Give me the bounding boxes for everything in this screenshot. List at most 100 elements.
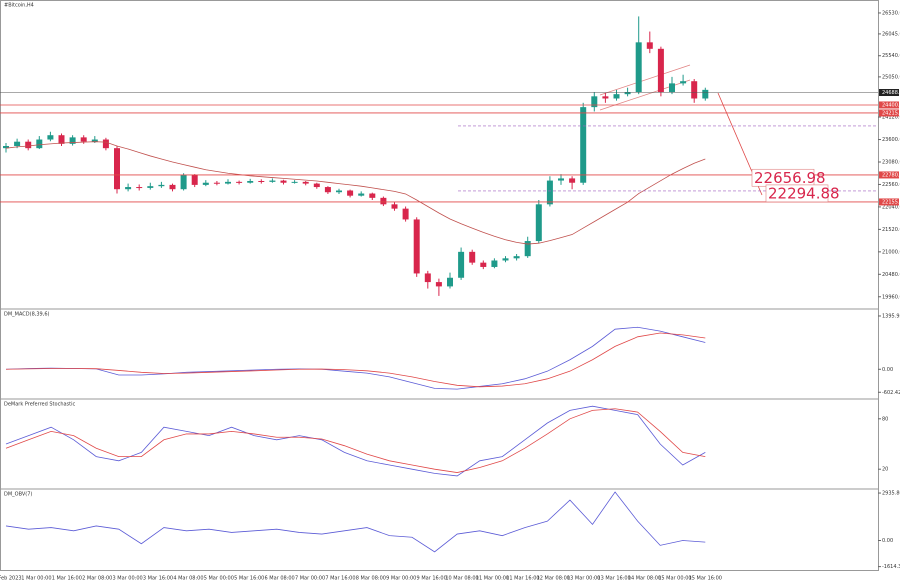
level-label: 24215.00	[882, 110, 900, 116]
indicator-line	[5, 491, 706, 553]
x-tick-label: 15 Mar 16:00	[689, 576, 722, 582]
candle-body	[669, 83, 675, 93]
panel-title: DeMark Preferred Stochastic	[4, 402, 76, 408]
y-tick-label: 20480.00	[882, 272, 900, 278]
level-tag	[879, 198, 899, 206]
candle-body	[491, 260, 498, 267]
candle-body	[36, 139, 43, 149]
x-tick-label: 10 Mar 08:00	[445, 576, 478, 582]
x-tick-label: 7 Mar 16:00	[325, 576, 355, 582]
candle-body	[125, 187, 132, 190]
candle-body	[413, 219, 420, 274]
candle-body	[336, 190, 342, 193]
candle-body	[247, 180, 254, 183]
x-tick-label: 11 Mar 16:00	[506, 576, 539, 582]
candle-body	[458, 251, 465, 278]
candle-body	[158, 184, 165, 187]
candle-body	[147, 186, 154, 188]
candle-body	[91, 139, 98, 142]
candle-body	[236, 181, 243, 183]
candle-body	[635, 42, 642, 93]
y-tick-label: 22040.00	[882, 204, 900, 210]
candle-body	[502, 258, 509, 261]
candle-body	[624, 92, 631, 95]
candle-body	[14, 141, 21, 147]
y-tick-label: 0.00	[882, 367, 893, 373]
current-price-label: 24688.53	[882, 90, 900, 96]
x-tick-label: 2 Mar 08:00	[82, 576, 112, 582]
indicator-line	[5, 408, 706, 473]
candle-body	[513, 256, 520, 259]
candle-body	[524, 241, 531, 257]
target-label: 22656.98	[754, 169, 826, 187]
candle-body	[702, 89, 709, 99]
chart-title: #Bitcoin,H4	[4, 3, 34, 9]
candle-body	[347, 190, 354, 196]
candle-body	[280, 180, 287, 183]
candle-body	[424, 273, 431, 283]
x-tick-label: 3 Mar 00:00	[113, 576, 143, 582]
level-tag	[879, 171, 899, 179]
candle-body	[269, 180, 276, 182]
x-tick-label: 9 Mar 16:00	[417, 576, 447, 582]
candle-body	[169, 184, 176, 190]
current-price-tag	[879, 89, 899, 97]
x-tick-label: 1 Mar 16:00	[52, 576, 82, 582]
candle-body	[380, 197, 387, 205]
x-tick-label: 12 Mar 08:00	[537, 576, 570, 582]
y-tick-label: -602.42	[882, 390, 900, 396]
candle-body	[47, 135, 54, 140]
candle-body	[58, 135, 65, 144]
x-tick-label: 11 Mar 00:00	[476, 576, 509, 582]
y-tick-label: 23080.00	[882, 159, 900, 165]
y-tick-label: 22560.00	[882, 182, 900, 188]
x-tick-label: 1 Mar 00:00	[21, 576, 51, 582]
x-tick-label: 3 Mar 16:00	[143, 576, 173, 582]
x-tick-label: 5 Mar 00:00	[204, 576, 234, 582]
candle-body	[402, 208, 409, 220]
y-tick-label: 21000.00	[882, 249, 900, 255]
level-tag	[879, 109, 899, 117]
y-tick-label: 25540.00	[882, 53, 900, 59]
x-tick-label: 4 Mar 08:00	[173, 576, 203, 582]
candle-body	[80, 137, 87, 142]
y-tick-label: 24120.00	[882, 115, 900, 121]
candle-body	[480, 262, 487, 267]
candle-body	[369, 193, 376, 198]
indicator-line	[5, 326, 706, 390]
y-tick-label: 21520.00	[882, 227, 900, 233]
x-tick-label: 7 Mar 00:00	[295, 576, 325, 582]
moving-average	[5, 141, 706, 245]
candle-body	[447, 277, 453, 287]
candle-body	[646, 42, 653, 49]
target-box	[765, 184, 829, 203]
y-tick-label: 26530.00	[882, 10, 900, 16]
candle-body	[680, 81, 687, 84]
y-tick-label: 0.00	[882, 538, 893, 544]
x-tick-label: 8 Mar 08:00	[356, 576, 386, 582]
y-tick-label: -1614.39	[882, 564, 900, 570]
x-tick-label: 14 Mar 08:00	[628, 576, 661, 582]
panel-title: DM_MACD(8,39,6)	[4, 312, 50, 318]
channel-line	[599, 64, 691, 96]
candle-body	[324, 187, 331, 193]
level-label: 24400.00	[882, 102, 900, 108]
candle-body	[391, 204, 398, 209]
candle-body	[69, 137, 76, 144]
candle-body	[358, 193, 365, 196]
candle-body	[580, 107, 587, 183]
x-tick-label: 28 Feb 2023	[0, 576, 22, 582]
candle-body	[469, 251, 476, 263]
target-label: 22294.88	[768, 184, 840, 202]
candle-body	[25, 141, 32, 149]
level-label: 22155.00	[882, 199, 900, 205]
candle-body	[3, 146, 9, 149]
x-tick-label: 5 Mar 16:00	[234, 576, 264, 582]
candle-body	[191, 174, 198, 185]
candle-body	[569, 178, 576, 183]
candle-body	[202, 182, 209, 185]
candle-body	[558, 178, 564, 181]
y-tick-label: 23600.00	[882, 137, 900, 143]
indicator-line	[5, 332, 706, 388]
